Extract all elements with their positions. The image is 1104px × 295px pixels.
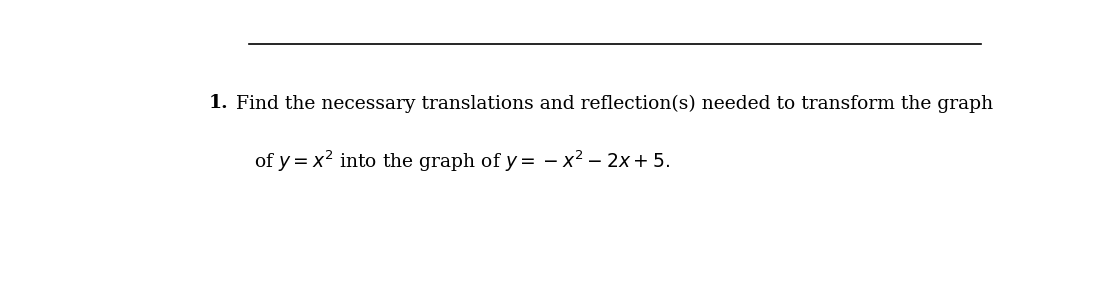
Text: 1.: 1.	[209, 94, 227, 112]
Text: Find the necessary translations and reflection(s) needed to transform the graph: Find the necessary translations and refl…	[236, 94, 994, 113]
Text: of $y = x^2$ into the graph of $y = -x^2 - 2x + 5.$: of $y = x^2$ into the graph of $y = -x^2…	[254, 149, 669, 174]
